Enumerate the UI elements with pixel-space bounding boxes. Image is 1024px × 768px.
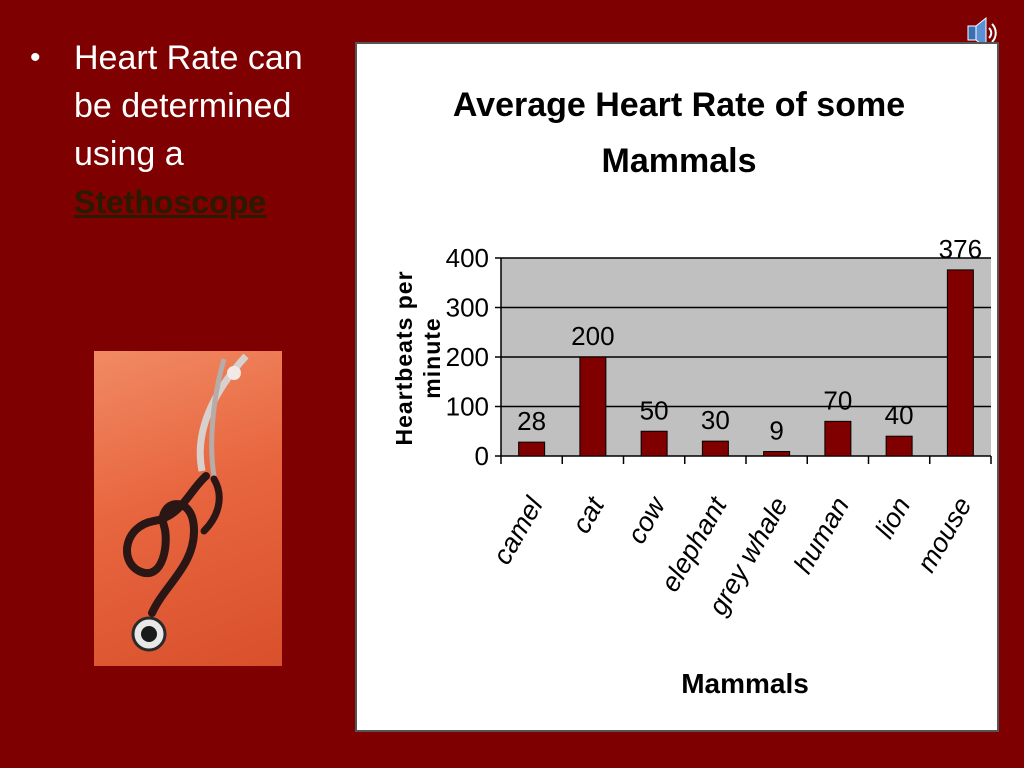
data-label: 28: [517, 406, 546, 436]
stethoscope-link[interactable]: Stethoscope: [74, 184, 267, 220]
y-axis-label: Heartbeats perminute: [391, 270, 445, 445]
bar-grey-whale: [763, 451, 791, 457]
data-label: 376: [939, 234, 982, 264]
x-tick-label: cat: [566, 491, 611, 538]
bar-camel: [518, 441, 546, 457]
x-tick-label: lion: [869, 492, 916, 543]
y-tick-label: 400: [446, 243, 489, 273]
bar-cat: [579, 356, 607, 457]
speaker-icon[interactable]: [962, 16, 998, 50]
bullet-marker: •: [30, 41, 41, 74]
data-label: 30: [701, 405, 730, 435]
bar-cow: [640, 430, 668, 457]
plot-area: 010020030040028camel200cat50cow30elephan…: [446, 234, 992, 620]
bar-chart: Average Heart Rate of some Mammals Mammal…: [391, 86, 992, 699]
y-tick-label: 200: [446, 342, 489, 372]
bullet-point: • Heart Rate can be determined using a S…: [30, 34, 330, 226]
x-tick-label: camel: [487, 491, 549, 569]
x-tick-label: mouse: [911, 492, 978, 577]
stethoscope-photo: [94, 351, 282, 666]
data-label: 50: [640, 395, 669, 425]
bar-human: [824, 420, 852, 457]
chart-panel: Average Heart Rate of some Mammals Mammal…: [355, 42, 999, 732]
bar-mouse: [946, 269, 974, 457]
data-label: 70: [823, 385, 852, 415]
y-tick-label: 300: [446, 293, 489, 323]
stethoscope-icon: [123, 353, 249, 652]
bullet-text-block: Heart Rate can be determined using a Ste…: [74, 34, 324, 226]
bar-lion: [885, 435, 913, 457]
x-axis-label: Mammals: [681, 668, 809, 699]
bar-elephant: [701, 440, 729, 457]
data-label: 200: [571, 321, 614, 351]
data-label: 9: [769, 416, 783, 446]
y-tick-label: 100: [446, 392, 489, 422]
x-tick-label: human: [788, 492, 855, 579]
bullet-text: Heart Rate can be determined using a: [74, 39, 303, 173]
y-tick-label: 0: [475, 441, 489, 471]
data-label: 40: [885, 400, 914, 430]
chart-title: Average Heart Rate of some Mammals: [453, 86, 905, 180]
x-tick-label: cow: [621, 491, 672, 549]
